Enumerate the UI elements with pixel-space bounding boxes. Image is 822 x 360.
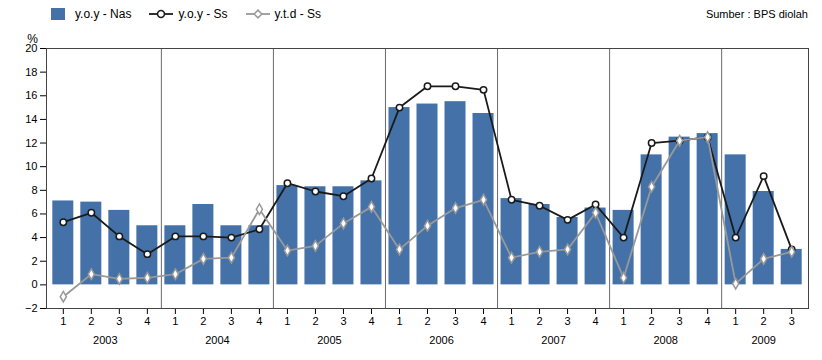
- html-text:Sumber : BPS diolah: Sumber : BPS diolah: [705, 8, 808, 20]
- svg-text:2003: 2003: [93, 334, 117, 346]
- svg-text:2004: 2004: [205, 334, 229, 346]
- svg-text:3: 3: [789, 315, 795, 327]
- svg-text:1: 1: [733, 315, 739, 327]
- svg-text:3: 3: [116, 315, 122, 327]
- svg-text:3: 3: [228, 315, 234, 327]
- svg-text:%: %: [27, 32, 38, 46]
- svg-text:2005: 2005: [317, 334, 341, 346]
- svg-text:2008: 2008: [653, 334, 677, 346]
- svg-text:1: 1: [508, 315, 514, 327]
- svg-text:2: 2: [649, 315, 655, 327]
- svg-text:3: 3: [565, 315, 571, 327]
- svg-text:1: 1: [396, 315, 402, 327]
- html-text:y.o.y - Nas: y.o.y - Nas: [75, 7, 132, 21]
- svg-text:2009: 2009: [751, 334, 775, 346]
- svg-text:14: 14: [25, 113, 37, 125]
- html-text:y.o.y - Ss: y.o.y - Ss: [178, 7, 228, 21]
- svg-text:1: 1: [621, 315, 627, 327]
- svg-text:1: 1: [60, 315, 66, 327]
- svg-text:2: 2: [424, 315, 430, 327]
- svg-text:2: 2: [761, 315, 767, 327]
- svg-text:1: 1: [284, 315, 290, 327]
- svg-text:2: 2: [200, 315, 206, 327]
- svg-text:2: 2: [31, 255, 37, 267]
- svg-text:4: 4: [705, 315, 711, 327]
- svg-text:18: 18: [25, 66, 37, 78]
- svg-text:2: 2: [312, 315, 318, 327]
- svg-text:8: 8: [31, 184, 37, 196]
- svg-text:3: 3: [677, 315, 683, 327]
- svg-text:12: 12: [25, 137, 37, 149]
- svg-text:2006: 2006: [429, 334, 453, 346]
- svg-text:16: 16: [25, 89, 37, 101]
- svg-text:20: 20: [25, 42, 38, 54]
- svg-text:2: 2: [536, 315, 542, 327]
- svg-text:4: 4: [256, 315, 262, 327]
- svg-text:4: 4: [368, 315, 374, 327]
- svg-text:−2: −2: [25, 302, 38, 314]
- svg-text:2: 2: [88, 315, 94, 327]
- svg-text:2007: 2007: [541, 334, 565, 346]
- svg-text:10: 10: [25, 160, 37, 172]
- html-text:y.t.d - Ss: y.t.d - Ss: [274, 7, 321, 21]
- svg-text:6: 6: [31, 207, 37, 219]
- svg-text:3: 3: [452, 315, 458, 327]
- svg-text:4: 4: [593, 315, 599, 327]
- svg-text:0: 0: [31, 278, 37, 290]
- svg-text:4: 4: [144, 315, 150, 327]
- svg-text:4: 4: [480, 315, 486, 327]
- svg-text:3: 3: [340, 315, 346, 327]
- svg-text:1: 1: [172, 315, 178, 327]
- svg-text:4: 4: [31, 231, 37, 243]
